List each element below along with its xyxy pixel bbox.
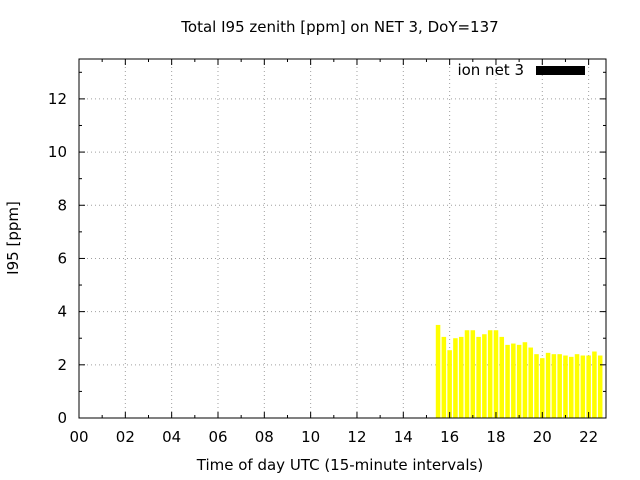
bar (482, 334, 487, 418)
bar (493, 330, 499, 418)
x-tick-label: 00 (69, 428, 88, 446)
bar (516, 344, 522, 418)
tick-marks (78, 59, 606, 419)
bar (487, 330, 493, 418)
x-tick-label: 06 (208, 428, 227, 446)
bar (580, 355, 586, 418)
x-tick-label: 22 (579, 428, 598, 446)
bar (470, 330, 476, 418)
x-tick-label: 08 (255, 428, 274, 446)
bar-series (435, 324, 603, 418)
bar (557, 354, 562, 418)
x-tick-label: 12 (347, 428, 366, 446)
y-tick-labels: 0 2 4 6 8 10 12 (48, 90, 67, 427)
bar (447, 350, 452, 418)
bar (551, 354, 557, 418)
y-tick-label: 8 (57, 196, 67, 214)
bar (435, 324, 441, 418)
bar (511, 343, 516, 418)
x-axis-label: Time of day UTC (15-minute intervals) (196, 456, 483, 474)
x-tick-label: 16 (440, 428, 459, 446)
legend-label: ion net 3 (457, 61, 524, 79)
y-axis-label: I95 [ppm] (4, 201, 22, 275)
plot-frame (78, 58, 607, 419)
bar (453, 338, 458, 418)
y-tick-label: 6 (57, 249, 67, 267)
y-tick-label: 4 (57, 303, 67, 321)
bar (441, 336, 447, 418)
bar (464, 330, 470, 418)
bar (586, 355, 591, 418)
x-tick-label: 02 (116, 428, 135, 446)
y-tick-label: 12 (48, 90, 67, 108)
bar (534, 354, 539, 418)
legend: ion net 3 (457, 61, 585, 79)
bar (528, 347, 533, 418)
bar (545, 352, 551, 418)
bar (563, 355, 568, 418)
bar (574, 354, 580, 418)
y-tick-label: 0 (57, 409, 67, 427)
bar (540, 358, 545, 418)
chart-title: Total I95 zenith [ppm] on NET 3, DoY=137 (180, 18, 498, 36)
bar (597, 355, 603, 418)
bar (592, 351, 597, 418)
legend-swatch (536, 66, 585, 75)
x-tick-labels: 00 02 04 06 08 10 12 14 16 18 20 22 (69, 428, 598, 446)
x-tick-label: 14 (394, 428, 413, 446)
bar (522, 342, 528, 418)
y-tick-label: 10 (48, 143, 67, 161)
y-tick-label: 2 (57, 356, 67, 374)
bar (499, 336, 505, 418)
bar (476, 336, 481, 418)
bar (568, 356, 574, 418)
bar (458, 336, 464, 418)
x-tick-label: 04 (162, 428, 181, 446)
x-tick-label: 18 (486, 428, 505, 446)
x-tick-label: 10 (301, 428, 320, 446)
x-tick-label: 20 (533, 428, 552, 446)
bar (505, 344, 510, 418)
